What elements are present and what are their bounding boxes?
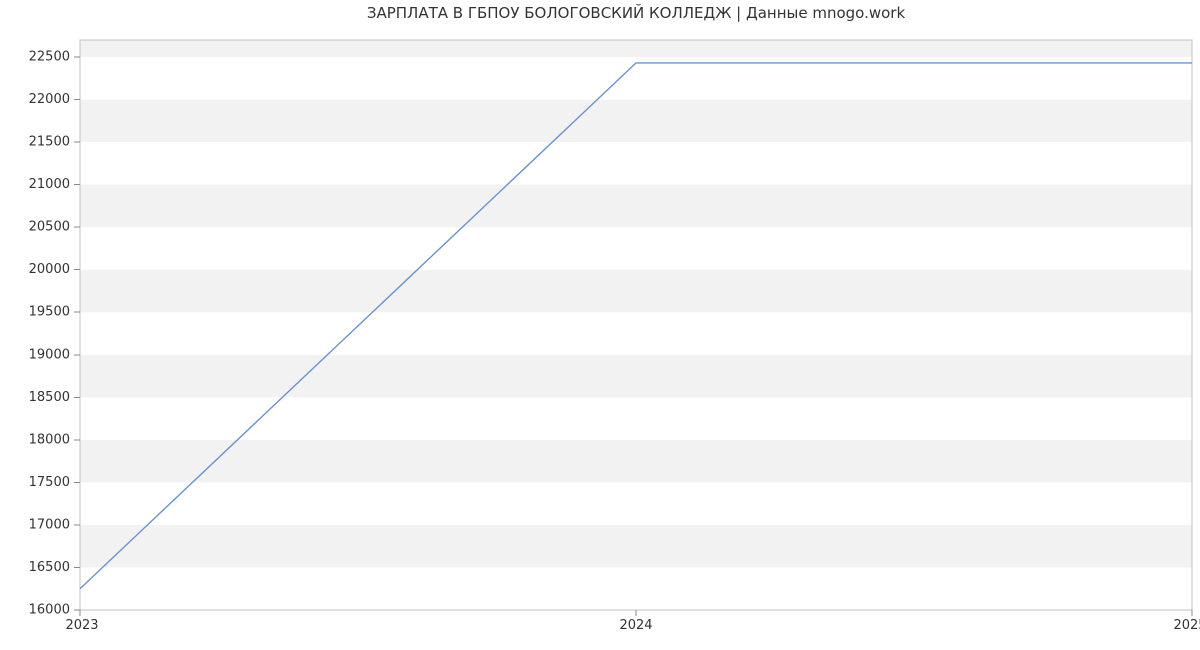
plot-stripe	[80, 355, 1192, 398]
x-axis-ticks: 2023 2024 2025	[65, 610, 1200, 633]
plot-stripe	[80, 482, 1192, 525]
line-chart: 16000 16500 17000 17500 18000 18500 19000 19500…	[0, 0, 1200, 650]
y-tick-label: 18000	[29, 432, 70, 447]
plot-stripe	[80, 567, 1192, 610]
y-tick-label: 20500	[29, 220, 70, 235]
plot-stripe	[80, 312, 1192, 355]
y-tick-label: 19000	[29, 347, 70, 362]
plot-stripe	[80, 440, 1192, 483]
plot-stripe	[80, 397, 1192, 440]
y-tick-label: 16000	[29, 603, 70, 618]
y-tick-label: 22500	[29, 50, 70, 65]
y-tick-label: 21500	[29, 135, 70, 150]
plot-stripe	[80, 100, 1192, 143]
plot-stripe	[80, 185, 1192, 228]
y-tick-label: 21000	[29, 177, 70, 192]
plot-stripe	[80, 40, 1192, 57]
y-tick-label: 17000	[29, 517, 70, 532]
x-tick-label: 2025	[1173, 618, 1200, 633]
y-axis-ticks: 16000 16500 17000 17500 18000 18500 19000 19500…	[29, 50, 80, 618]
x-tick-label: 2023	[65, 618, 98, 633]
y-tick-label: 20000	[29, 262, 70, 277]
plot-background-stripes	[80, 40, 1192, 610]
plot-stripe	[80, 270, 1192, 313]
plot-stripe	[80, 525, 1192, 568]
x-tick-label: 2024	[619, 618, 652, 633]
chart-svg: 16000 16500 17000 17500 18000 18500 19000 19500…	[0, 0, 1200, 650]
plot-stripe	[80, 142, 1192, 185]
y-tick-label: 22000	[29, 92, 70, 107]
y-tick-label: 18500	[29, 390, 70, 405]
plot-stripe	[80, 227, 1192, 270]
y-tick-label: 16500	[29, 560, 70, 575]
y-tick-label: 17500	[29, 475, 70, 490]
y-tick-label: 19500	[29, 305, 70, 320]
chart-title: ЗАРПЛАТА В ГБПОУ БОЛОГОВСКИЙ КОЛЛЕДЖ | Д…	[367, 3, 906, 22]
